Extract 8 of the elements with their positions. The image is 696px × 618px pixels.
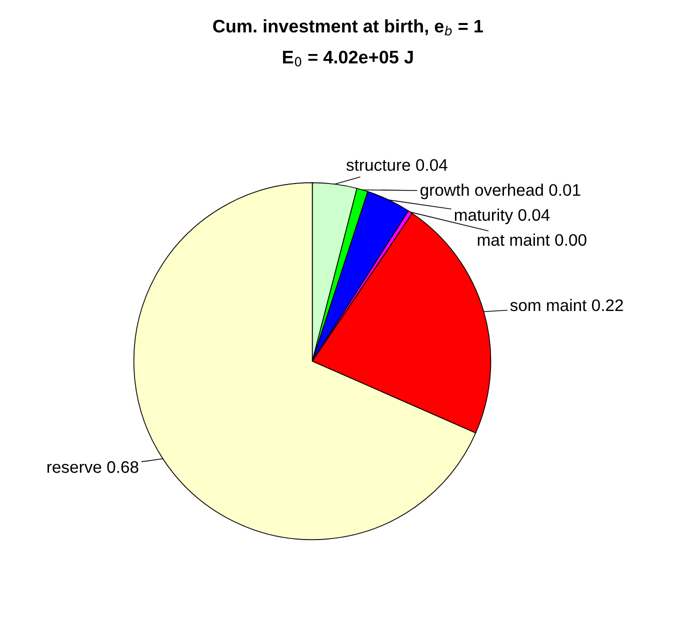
slice-label: som maint 0.22 (510, 298, 623, 312)
slice-label: maturity 0.04 (454, 208, 550, 224)
slice-label: growth overhead 0.01 (420, 184, 580, 200)
slice-label: mat maint 0.00 (478, 234, 586, 246)
slice-label: reserve 0.68 (47, 461, 138, 473)
slice-label: structure 0.04 (346, 159, 448, 171)
chart-title: Cum. investment at birth, e$_{b}$ = 1 (213, 19, 483, 36)
chart-subtitle: E$_{0}$ = 4.02e+05 J (283, 50, 413, 66)
